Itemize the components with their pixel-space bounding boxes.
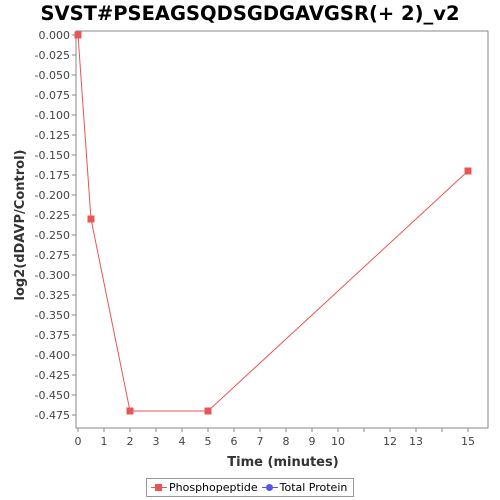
y-tick-label: -0.100 [35, 109, 70, 122]
legend-item-phosphopeptide: Phosphopeptide [151, 481, 258, 494]
y-tick-label: -0.350 [35, 309, 70, 322]
x-tick-label: 4 [179, 435, 186, 448]
x-tick-label: 9 [309, 435, 316, 448]
x-tick-label: 5 [205, 435, 212, 448]
y-tick-label: -0.125 [35, 129, 70, 142]
data-point-marker [87, 215, 95, 223]
y-tick-label: -0.050 [35, 69, 70, 82]
x-tick-label: 6 [231, 435, 238, 448]
y-tick-label: -0.475 [35, 409, 70, 422]
x-tick-label: 3 [153, 435, 160, 448]
series-layer [74, 31, 472, 415]
x-tick-label: 1 [101, 435, 108, 448]
y-axis-ticks: 0.000 -0.025 -0.050 -0.075 -0.100 -0.125 -0.15… [35, 29, 76, 422]
axes [75, 30, 489, 429]
x-tick-label: 2 [127, 435, 134, 448]
x-tick-label: 7 [257, 435, 264, 448]
x-tick-label: 15 [461, 435, 475, 448]
legend-swatch-circle-icon [261, 483, 278, 493]
x-tick-label: 0 [75, 435, 82, 448]
data-point-marker [464, 167, 472, 175]
y-tick-label: -0.150 [35, 149, 70, 162]
plot-area [75, 30, 489, 429]
y-tick-label: -0.450 [35, 389, 70, 402]
y-tick-label: -0.375 [35, 329, 70, 342]
x-axis-ticks: 0 1 2 3 4 5 6 7 8 9 10 12 13 15 [75, 428, 475, 448]
y-tick-label: -0.250 [35, 229, 70, 242]
y-tick-label: -0.275 [35, 249, 70, 262]
y-axis-title: log2(dDAVP/Control) [13, 150, 28, 301]
data-point-marker [126, 407, 134, 415]
x-tick-label: 12 [383, 435, 397, 448]
chart-title: SVST#PSEAGSQDSGDGAVGSR(+ 2)_v2 [40, 2, 460, 25]
x-tick-label: 10 [331, 435, 345, 448]
y-tick-label: -0.325 [35, 289, 70, 302]
x-axis-title: Time (minutes) [227, 455, 338, 470]
y-tick-label: -0.175 [35, 169, 70, 182]
y-tick-label: -0.425 [35, 369, 70, 382]
legend-label-total-protein: Total Protein [279, 481, 348, 494]
legend-swatch-square-icon [151, 483, 167, 493]
y-tick-label: -0.300 [35, 269, 70, 282]
y-tick-label: -0.075 [35, 89, 70, 102]
y-tick-label: -0.200 [35, 189, 70, 202]
data-point-marker [74, 31, 82, 39]
x-tick-label: 13 [409, 435, 423, 448]
y-tick-label: -0.225 [35, 209, 70, 222]
legend: Phosphopeptide Total Protein [146, 478, 354, 497]
data-point-marker [204, 407, 212, 415]
x-tick-label: 8 [283, 435, 290, 448]
y-tick-label: -0.025 [35, 49, 70, 62]
y-tick-label: -0.400 [35, 349, 70, 362]
legend-label-phosphopeptide: Phosphopeptide [169, 481, 258, 494]
legend-item-total-protein: Total Protein [261, 481, 348, 494]
y-tick-label: 0.000 [39, 29, 71, 42]
